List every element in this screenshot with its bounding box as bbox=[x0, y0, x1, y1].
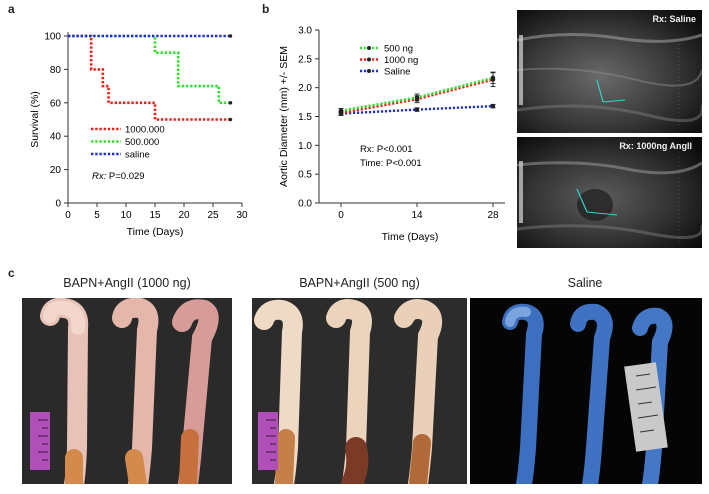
photo-label-1000ng: BAPN+AngII (1000 ng) bbox=[63, 276, 191, 290]
x-tick-label: 15 bbox=[149, 210, 161, 221]
y-tick-label: 1.5 bbox=[298, 112, 312, 123]
y-axis-label: Survival (%) bbox=[29, 91, 41, 148]
y-tick-label: 100 bbox=[44, 32, 61, 43]
scale-ruler bbox=[624, 362, 668, 452]
panel-letter-c: c bbox=[8, 266, 15, 280]
photo-aortas-500ng bbox=[252, 298, 467, 484]
legend-label: 500 ng bbox=[384, 44, 413, 55]
ultrasound-angii-image: Rx: 1000ng AngII bbox=[517, 137, 702, 248]
scale-ruler bbox=[30, 412, 50, 470]
y-tick-label: 60 bbox=[50, 98, 62, 109]
ultrasound-saline-texture bbox=[517, 10, 702, 133]
aorta-measure-line bbox=[586, 211, 618, 216]
aorta-measure-line bbox=[602, 99, 626, 103]
scale-ruler bbox=[258, 412, 278, 470]
x-tick-label: 25 bbox=[207, 210, 219, 221]
photo-label-500ng: BAPN+AngII (500 ng) bbox=[299, 276, 420, 290]
ultrasound-angii-texture bbox=[517, 137, 702, 248]
aorta-specimen bbox=[502, 303, 544, 484]
annotation-prefix: Rx: bbox=[92, 171, 109, 182]
x-axis-label: Time (Days) bbox=[382, 231, 439, 243]
photo-label-saline: Saline bbox=[567, 276, 603, 290]
panel-letter-b: b bbox=[262, 2, 270, 16]
x-tick-label: 0 bbox=[65, 210, 71, 221]
data-point bbox=[414, 107, 420, 112]
x-tick-label: 14 bbox=[411, 210, 423, 221]
annotation-text: P=0.029 bbox=[109, 171, 145, 182]
x-tick-label: 28 bbox=[487, 210, 499, 221]
series-line-1000.000 bbox=[68, 34, 231, 121]
y-tick-label: 1.0 bbox=[298, 141, 312, 152]
x-tick-label: 10 bbox=[120, 210, 132, 221]
y-tick-label: 0 bbox=[55, 199, 61, 210]
y-tick-label: 20 bbox=[50, 165, 62, 176]
stat-annotation: Rx: P<0.001 bbox=[360, 144, 413, 155]
y-axis-label: Aortic Diameter (mm) +/- SEM bbox=[278, 46, 290, 187]
x-axis-label: Time (Days) bbox=[127, 226, 184, 238]
x-tick-label: 5 bbox=[94, 210, 100, 221]
legend-marker bbox=[367, 57, 371, 62]
data-point bbox=[490, 77, 496, 82]
x-tick-label: 30 bbox=[236, 210, 248, 221]
ultrasound-saline-image: Rx: Saline bbox=[517, 10, 702, 133]
aortic-diameter-chart: 0.0 0.5 1.0 1.5 2.0 2.5 3.0 0 14 28 Time (Days) Aor… bbox=[278, 26, 505, 243]
panel-letter-a: a bbox=[8, 2, 15, 16]
ultrasound-saline-label: Rx: Saline bbox=[652, 14, 696, 24]
survival-chart: 0 20 40 60 80 100 0 5 10 15 20 25 30 Time (Days) Survi… bbox=[29, 32, 248, 239]
legend-label: 1000 ng bbox=[384, 55, 418, 66]
y-tick-label: 0.5 bbox=[298, 170, 312, 181]
aorta-specimen bbox=[570, 303, 613, 484]
stat-annotation: Time: P<0.001 bbox=[360, 158, 422, 169]
data-point bbox=[414, 97, 420, 102]
x-tick-label: 0 bbox=[338, 210, 344, 221]
ultrasound-angii-label: Rx: 1000ng AngII bbox=[619, 141, 692, 151]
y-tick-label: 40 bbox=[50, 132, 62, 143]
legend-label: 1000.000 bbox=[125, 125, 165, 136]
aorta-measure-line bbox=[596, 79, 604, 103]
legend-label: Saline bbox=[384, 67, 410, 78]
y-tick-label: 80 bbox=[50, 65, 62, 76]
legend-label: saline bbox=[125, 150, 150, 161]
photo-aortas-1000ng bbox=[22, 298, 232, 484]
series-end-marker bbox=[228, 117, 233, 122]
y-tick-label: 3.0 bbox=[298, 26, 312, 37]
legend-marker bbox=[367, 69, 371, 73]
data-point bbox=[490, 103, 496, 109]
y-tick-label: 2.0 bbox=[298, 83, 312, 94]
aorta-measure-line bbox=[576, 188, 588, 213]
p-value-annotation: Rx: P=0.029 bbox=[92, 171, 145, 182]
series-line-500.000 bbox=[68, 34, 231, 105]
photo-aortas-saline bbox=[470, 298, 702, 484]
x-tick-label: 20 bbox=[178, 210, 190, 221]
series-end-marker bbox=[228, 101, 233, 105]
data-point bbox=[338, 111, 344, 116]
y-tick-label: 2.5 bbox=[298, 54, 312, 65]
y-tick-label: 0.0 bbox=[298, 199, 312, 210]
aorta-specimen bbox=[632, 307, 673, 484]
legend-label: 500.000 bbox=[125, 137, 159, 148]
legend-marker bbox=[367, 46, 371, 50]
series-end-marker bbox=[228, 34, 233, 38]
